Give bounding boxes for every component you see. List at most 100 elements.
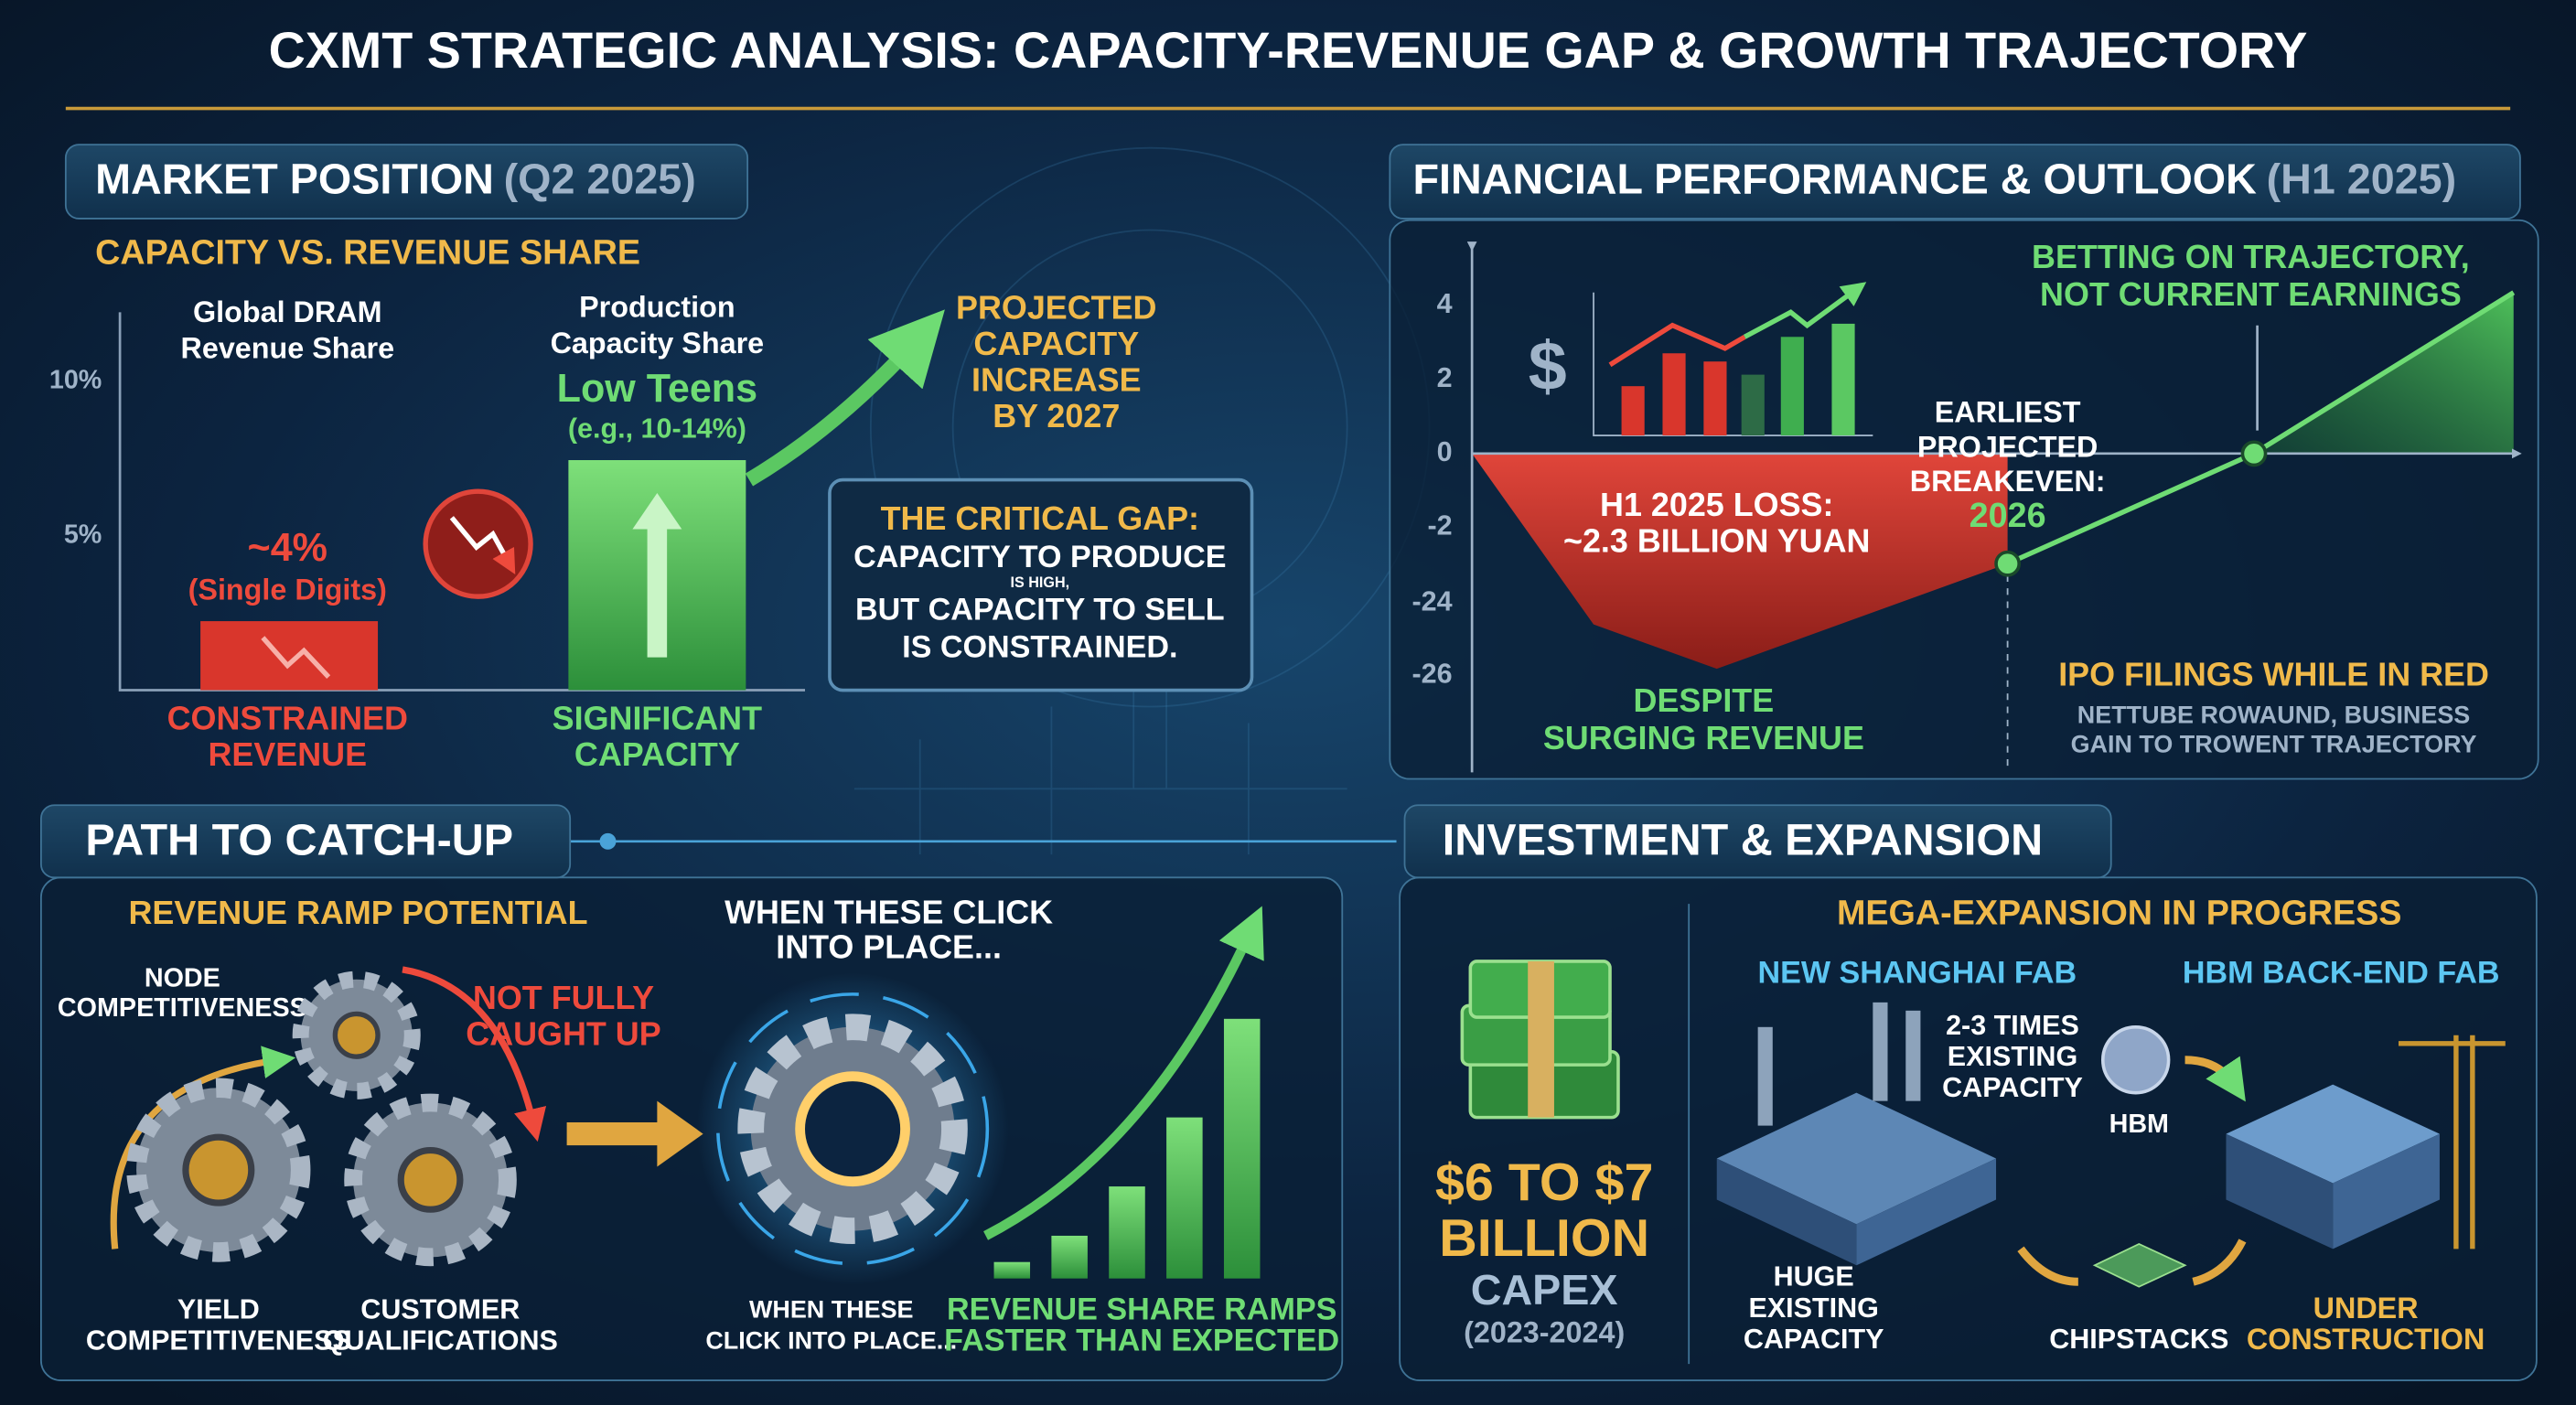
text-line: CAPACITY: [1942, 1072, 2083, 1103]
text-line: DESPITE: [1634, 681, 1775, 719]
fab-side: [1716, 1158, 1857, 1266]
bar-label: Production Capacity Share: [551, 290, 765, 359]
bar-label: Global DRAM Revenue Share: [181, 295, 395, 365]
text-line: PROJECTED: [956, 289, 1156, 327]
fab-side: [1856, 1158, 1997, 1266]
fab-title: HBM BACK-END FAB: [2183, 955, 2500, 990]
axis-label: 10%: [49, 365, 102, 394]
text-line: UNDER: [2313, 1291, 2419, 1324]
bill-band: [1528, 960, 1554, 1118]
text-line: EXISTING: [1748, 1292, 1878, 1324]
gear-hub: [397, 1146, 464, 1213]
heading-text: MARKET POSITION: [95, 156, 494, 203]
growth-bar: [1109, 1186, 1145, 1279]
text-line: REVENUE: [209, 736, 368, 774]
text-line: HUGE: [1774, 1261, 1854, 1292]
click-caption: WHEN THESE CLICK INTO PLACE...: [705, 1296, 957, 1355]
text-line: Production: [579, 290, 735, 323]
text-line: Capacity Share: [551, 327, 765, 359]
revenue-bar: [200, 621, 379, 691]
text-line: $6 TO $7: [1435, 1153, 1654, 1212]
hbm-wafer: [2100, 1025, 2171, 1095]
trajectory-point: [2240, 440, 2268, 467]
despite-text: DESPITE SURGING REVENUE: [1543, 681, 1864, 756]
mini-bar: [1831, 323, 1855, 436]
growth-bar: [993, 1261, 1031, 1279]
text-line: COMPETITIVENESS: [86, 1325, 351, 1357]
connector-dot: [599, 832, 617, 850]
heading-text: FINANCIAL PERFORMANCE & OUTLOOK: [1412, 156, 2257, 203]
loss-area: [1472, 453, 2008, 670]
text-line: CLICK INTO PLACE...: [705, 1327, 957, 1355]
text-line: CUSTOMER: [360, 1294, 520, 1325]
bar-caption: CONSTRAINED REVENUE: [167, 700, 408, 774]
bar-caption: SIGNIFICANT CAPACITY: [553, 700, 762, 774]
flow-arrow: [2017, 1246, 2079, 1286]
gap-text: BUT CAPACITY TO SELL IS CONSTRAINED.: [855, 592, 1225, 664]
section-tab: [64, 144, 749, 220]
chipstack-icon: [2092, 1242, 2187, 1288]
chimney: [1905, 1010, 1921, 1101]
mini-bar: [1621, 386, 1645, 436]
text-line: CAPACITY: [973, 326, 1139, 363]
text-line: EARLIEST: [1935, 395, 2081, 428]
axis-label: 0: [1437, 436, 1453, 467]
gap-box: [828, 477, 1254, 692]
flow-arrow: [2184, 1056, 2246, 1102]
mini-bar: [1741, 374, 1765, 436]
gear-label: NODE COMPETITIVENESS: [58, 963, 307, 1022]
text-line: Global DRAM: [193, 295, 382, 328]
revenue-value: ~4%: [248, 526, 327, 570]
decline-arrow: [449, 516, 516, 574]
text-line: ~2.3 BILLION YUAN: [1563, 522, 1870, 560]
huge-text: HUGE EXISTING CAPACITY: [1744, 1261, 1884, 1355]
ipo-note: NETTUBE ROWAUND, BUSINESS GAIN TO TROWENT…: [2071, 701, 2477, 757]
capex-amount: $6 TO $7 BILLION: [1435, 1153, 1654, 1268]
text-line: NOT CURRENT EARNINGS: [2040, 276, 2462, 314]
axis-labels: 4 2 0 -2 -24 -26: [1411, 288, 1452, 689]
down-icon: [261, 636, 331, 679]
page-title: CXMT STRATEGIC ANALYSIS: CAPACITY-REVENU…: [269, 22, 2308, 79]
text-line: INCREASE: [971, 361, 1142, 399]
text-line: CONSTRAINED: [167, 700, 408, 737]
text-line: COMPETITIVENESS: [58, 993, 307, 1023]
construction-text: UNDER CONSTRUCTION: [2247, 1291, 2485, 1355]
gear-label: YIELD COMPETITIVENESS: [86, 1294, 351, 1357]
currency-icon: $: [1529, 327, 1567, 404]
capacity-value: Low Teens: [557, 367, 757, 411]
mini-trend: [1743, 282, 1867, 339]
growth-bars: [993, 1018, 1261, 1279]
capex-period: (2023-2024): [1464, 1315, 1625, 1348]
fab-side: [2226, 1133, 2334, 1249]
section-tab: [40, 804, 572, 879]
up-icon: [632, 492, 682, 658]
subheading: MEGA-EXPANSION IN PROGRESS: [1837, 894, 2401, 932]
fab-side: [2333, 1133, 2440, 1249]
mini-bar: [1780, 337, 1804, 436]
text-line: REVENUE SHARE RAMPS: [947, 1292, 1336, 1327]
money-icon: [1460, 960, 1620, 1120]
text-line: SURGING REVENUE: [1543, 720, 1864, 757]
heading-period: (Q2 2025): [504, 156, 696, 203]
warning-text: NOT FULLY CAUGHT UP: [466, 980, 660, 1054]
projection-arrow: [745, 309, 945, 487]
gap-title: THE CRITICAL GAP:: [881, 499, 1199, 537]
flow-arrow: [2192, 1239, 2247, 1286]
gear-label: CUSTOMER QUALIFICATIONS: [323, 1294, 558, 1357]
hbm-label: HBM: [2109, 1110, 2169, 1139]
gear-hub: [182, 1133, 255, 1207]
fab-title: NEW SHANGHAI FAB: [1758, 955, 2077, 990]
gear-ring: [716, 992, 990, 1266]
section-heading: FINANCIAL PERFORMANCE & OUTLOOK (H1 2025): [1412, 156, 2456, 203]
text-line: CONSTRUCTION: [2247, 1322, 2485, 1355]
axis-label: 5%: [64, 520, 102, 549]
capex-label: CAPEX: [1471, 1266, 1618, 1314]
chimney: [1873, 1002, 1888, 1101]
mini-bar: [1662, 353, 1686, 436]
breakeven-text: EARLIEST PROJECTED BREAKEVEN:: [1910, 395, 2106, 497]
section-tab: [1389, 144, 2521, 220]
mini-bar: [1703, 361, 1727, 436]
ipo-text: IPO FILINGS WHILE IN RED: [2058, 656, 2489, 693]
click-title: WHEN THESE CLICK INTO PLACE...: [724, 894, 1053, 966]
text-line: BY 2027: [993, 398, 1120, 435]
